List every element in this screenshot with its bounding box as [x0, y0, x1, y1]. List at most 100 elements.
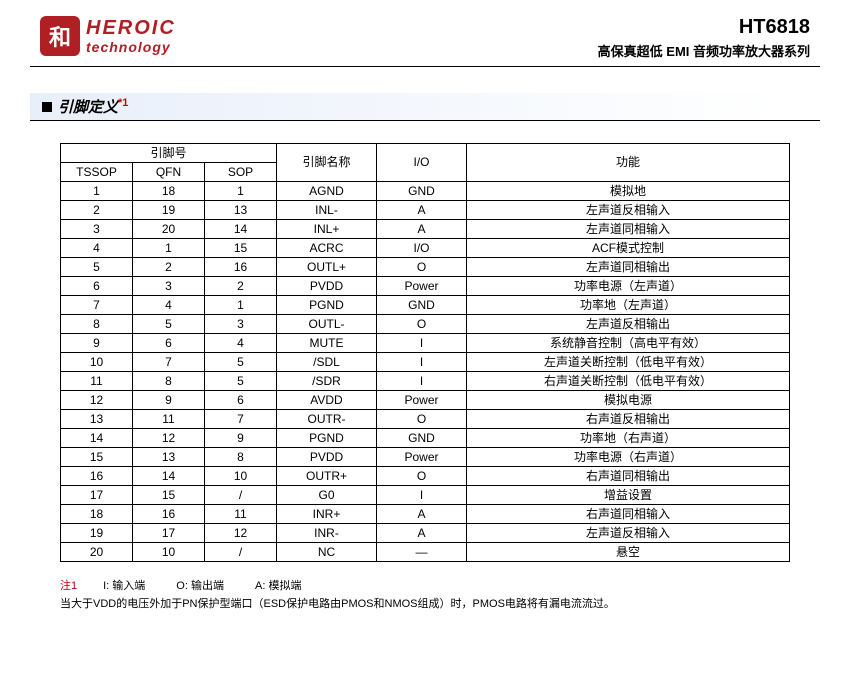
header-function: 功能 [467, 144, 790, 182]
cell-func: 右声道关断控制（低电平有效） [467, 372, 790, 391]
cell-tssop: 6 [61, 277, 133, 296]
table-row: 15138PVDDPower功率电源（右声道） [61, 448, 790, 467]
header-pin-name: 引脚名称 [277, 144, 377, 182]
cell-func: 功率地（右声道） [467, 429, 790, 448]
cell-tssop: 20 [61, 543, 133, 562]
cell-func: 左声道同相输出 [467, 258, 790, 277]
cell-sop: 11 [205, 505, 277, 524]
cell-sop: 1 [205, 296, 277, 315]
cell-func: 左声道反相输入 [467, 201, 790, 220]
cell-tssop: 8 [61, 315, 133, 334]
cell-io: A [377, 524, 467, 543]
cell-qfn: 11 [133, 410, 205, 429]
footnote-label: 注1 [60, 578, 100, 596]
cell-qfn: 14 [133, 467, 205, 486]
cell-qfn: 1 [133, 239, 205, 258]
subheader-qfn: QFN [133, 163, 205, 182]
cell-qfn: 20 [133, 220, 205, 239]
cell-sop: / [205, 486, 277, 505]
cell-func: 模拟地 [467, 182, 790, 201]
cell-func: 功率电源（左声道） [467, 277, 790, 296]
cell-tssop: 3 [61, 220, 133, 239]
brand-logo: 和 HEROIC technology [40, 16, 176, 56]
cell-io: GND [377, 182, 467, 201]
cell-io: Power [377, 277, 467, 296]
table-row: 14129PGNDGND功率地（右声道） [61, 429, 790, 448]
cell-qfn: 13 [133, 448, 205, 467]
cell-func: 右声道同相输出 [467, 467, 790, 486]
logo-text: HEROIC technology [86, 18, 176, 54]
cell-name: PGND [277, 296, 377, 315]
cell-name: NC [277, 543, 377, 562]
cell-tssop: 11 [61, 372, 133, 391]
cell-tssop: 7 [61, 296, 133, 315]
cell-tssop: 12 [61, 391, 133, 410]
table-row: 1715/G0I增益设置 [61, 486, 790, 505]
cell-func: 左声道反相输入 [467, 524, 790, 543]
cell-sop: 15 [205, 239, 277, 258]
table-row: 853OUTL-O左声道反相输出 [61, 315, 790, 334]
table-row: 191712INR-A左声道反相输入 [61, 524, 790, 543]
cell-tssop: 17 [61, 486, 133, 505]
cell-tssop: 14 [61, 429, 133, 448]
cell-func: 模拟电源 [467, 391, 790, 410]
cell-io: I/O [377, 239, 467, 258]
cell-tssop: 18 [61, 505, 133, 524]
header-divider [30, 66, 820, 67]
io-def-input: I: 输入端 [103, 578, 145, 596]
cell-io: O [377, 258, 467, 277]
cell-name: /SDL [277, 353, 377, 372]
cell-func: ACF模式控制 [467, 239, 790, 258]
cell-io: O [377, 410, 467, 429]
footnote-line-1: 注1 I: 输入端 O: 输出端 A: 模拟端 [60, 578, 790, 596]
pin-table-container: 引脚号 引脚名称 I/O 功能 TSSOP QFN SOP 1181AGNDGN… [60, 143, 790, 562]
cell-name: PGND [277, 429, 377, 448]
cell-func: 功率电源（右声道） [467, 448, 790, 467]
section-title: 引脚定义*1 [58, 96, 128, 117]
logo-mark-icon: 和 [40, 16, 80, 56]
brand-tagline: technology [86, 40, 176, 54]
cell-sop: 4 [205, 334, 277, 353]
cell-qfn: 19 [133, 201, 205, 220]
cell-qfn: 16 [133, 505, 205, 524]
table-row: 1185/SDRI右声道关断控制（低电平有效） [61, 372, 790, 391]
cell-name: INL- [277, 201, 377, 220]
cell-qfn: 6 [133, 334, 205, 353]
table-row: 1181AGNDGND模拟地 [61, 182, 790, 201]
io-def-output: O: 输出端 [176, 578, 224, 596]
cell-qfn: 9 [133, 391, 205, 410]
cell-sop: / [205, 543, 277, 562]
table-row: 4115ACRCI/OACF模式控制 [61, 239, 790, 258]
cell-qfn: 4 [133, 296, 205, 315]
cell-func: 右声道同相输入 [467, 505, 790, 524]
footnote-block: 注1 I: 输入端 O: 输出端 A: 模拟端 当大于VDD的电压外加于PN保护… [60, 578, 790, 613]
cell-io: I [377, 334, 467, 353]
cell-sop: 5 [205, 353, 277, 372]
cell-name: INR- [277, 524, 377, 543]
document-subtitle: 高保真超低 EMI 音频功率放大器系列 [598, 41, 810, 60]
table-row: 161410OUTR+O右声道同相输出 [61, 467, 790, 486]
cell-name: ACRC [277, 239, 377, 258]
cell-name: MUTE [277, 334, 377, 353]
cell-io: A [377, 220, 467, 239]
subheader-tssop: TSSOP [61, 163, 133, 182]
cell-io: Power [377, 448, 467, 467]
part-number: HT6818 [598, 16, 810, 39]
cell-io: I [377, 353, 467, 372]
cell-sop: 2 [205, 277, 277, 296]
cell-qfn: 12 [133, 429, 205, 448]
table-row: 181611INR+A右声道同相输入 [61, 505, 790, 524]
cell-qfn: 7 [133, 353, 205, 372]
cell-io: O [377, 315, 467, 334]
cell-io: Power [377, 391, 467, 410]
cell-tssop: 9 [61, 334, 133, 353]
cell-name: OUTL+ [277, 258, 377, 277]
header-pin-number-group: 引脚号 [61, 144, 277, 163]
cell-tssop: 19 [61, 524, 133, 543]
cell-sop: 14 [205, 220, 277, 239]
cell-tssop: 16 [61, 467, 133, 486]
page-header: 和 HEROIC technology HT6818 高保真超低 EMI 音频功… [0, 0, 850, 64]
cell-func: 左声道关断控制（低电平有效） [467, 353, 790, 372]
cell-sop: 1 [205, 182, 277, 201]
cell-func: 悬空 [467, 543, 790, 562]
